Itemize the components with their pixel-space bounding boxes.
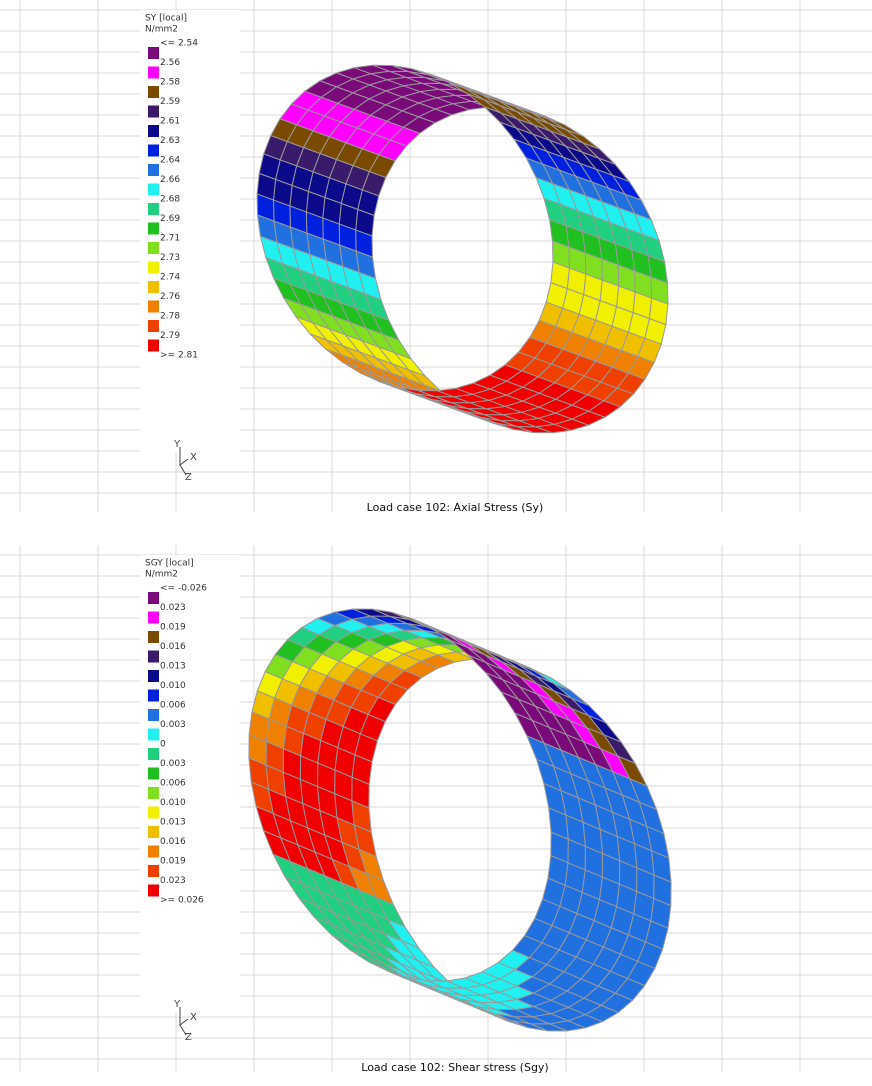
legend-swatch <box>148 203 159 215</box>
legend-label: <= -0.026 <box>160 584 207 594</box>
legend-title: SGY [local] <box>145 559 194 569</box>
legend-panel <box>140 555 240 1012</box>
legend-label: 2.63 <box>160 136 180 146</box>
legend-label: 2.73 <box>160 253 180 263</box>
legend-swatch <box>148 631 159 643</box>
legend-label: 2.69 <box>160 214 180 224</box>
legend-label: 0.016 <box>160 837 186 847</box>
legend-label: 0.019 <box>160 623 186 633</box>
legend-label: 0.023 <box>160 603 186 613</box>
screenshot: SY [local]N/mm2<= 2.542.562.582.592.612.… <box>0 0 872 1082</box>
legend-label: 2.78 <box>160 312 180 322</box>
axis-label: Y <box>173 999 181 1010</box>
legend-label: 2.61 <box>160 117 180 127</box>
legend-swatch <box>148 164 159 176</box>
legend-swatch <box>148 592 159 604</box>
legend-label: 2.58 <box>160 78 180 88</box>
legend-label: 2.59 <box>160 97 180 107</box>
legend-swatch <box>148 612 159 624</box>
legend-swatch <box>148 729 159 741</box>
legend-label: 0.006 <box>160 701 186 711</box>
legend-label: 2.74 <box>160 273 180 283</box>
legend-swatch <box>148 865 159 877</box>
legend-swatch <box>148 262 159 274</box>
legend-label: >= 2.81 <box>160 351 198 361</box>
legend-label: 0.010 <box>160 798 186 808</box>
legend-swatch <box>148 807 159 819</box>
caption: Load case 102: Axial Stress (Sy) <box>367 501 544 514</box>
page: SY [local]N/mm2<= 2.542.562.582.592.612.… <box>0 0 872 1086</box>
legend-swatch <box>148 242 159 254</box>
legend-label: 2.64 <box>160 156 180 166</box>
axis-label: Z <box>185 472 192 483</box>
legend-label: 0 <box>160 740 166 750</box>
legend-swatch <box>148 670 159 682</box>
legend-swatch <box>148 690 159 702</box>
legend-swatch <box>148 787 159 799</box>
legend-label: 0.023 <box>160 876 186 886</box>
legend-swatch <box>148 106 159 118</box>
legend-swatch <box>148 651 159 663</box>
legend-label: 0.016 <box>160 642 186 652</box>
caption: Load case 102: Shear stress (Sgy) <box>361 1061 548 1074</box>
axis-label: Z <box>185 1032 192 1043</box>
legend-label: 0.003 <box>160 759 186 769</box>
result-panel: SY [local]N/mm2 <= 2.54 2.56 2.58 2.59 2.61 2.… <box>0 0 872 514</box>
legend-swatch <box>148 184 159 196</box>
legend-label: 0.013 <box>160 662 186 672</box>
legend-label: 0.003 <box>160 720 186 730</box>
legend-label: 2.68 <box>160 195 180 205</box>
legend-label: 0.006 <box>160 779 186 789</box>
legend-swatch <box>148 768 159 780</box>
legend-swatch <box>148 223 159 235</box>
legend-swatch <box>148 47 159 59</box>
legend-swatch <box>148 846 159 858</box>
result-panel: SGY [local]N/mm2 <= -0.026 0.023 0.019 0.016… <box>0 545 872 1074</box>
legend-swatch <box>148 885 159 897</box>
legend-label: 2.71 <box>160 234 180 244</box>
legend-label: 2.76 <box>160 292 180 302</box>
legend-swatch <box>148 86 159 98</box>
legend-title: SY [local] <box>145 14 187 24</box>
legend-swatch <box>148 320 159 332</box>
axis-label: Y <box>173 439 181 450</box>
legend-label: 2.56 <box>160 58 180 68</box>
legend-swatch <box>148 709 159 721</box>
legend-swatch <box>148 145 159 157</box>
legend-swatch <box>148 281 159 293</box>
legend-label: >= 0.026 <box>160 896 204 906</box>
legend-label: <= 2.54 <box>160 39 198 49</box>
legend-swatch <box>148 67 159 79</box>
axis-label: X <box>190 452 197 463</box>
legend-label: 0.010 <box>160 681 186 691</box>
legend-swatch <box>148 125 159 137</box>
axis-label: X <box>190 1012 197 1023</box>
legend-unit: N/mm2 <box>145 570 178 580</box>
legend-swatch <box>148 826 159 838</box>
legend-swatch <box>148 748 159 760</box>
legend-label: 0.019 <box>160 857 186 867</box>
legend-label: 2.66 <box>160 175 180 185</box>
legend-swatch <box>148 301 159 313</box>
legend-label: 2.79 <box>160 331 180 341</box>
legend-unit: N/mm2 <box>145 25 178 35</box>
legend-label: 0.013 <box>160 818 186 828</box>
legend-swatch <box>148 340 159 352</box>
